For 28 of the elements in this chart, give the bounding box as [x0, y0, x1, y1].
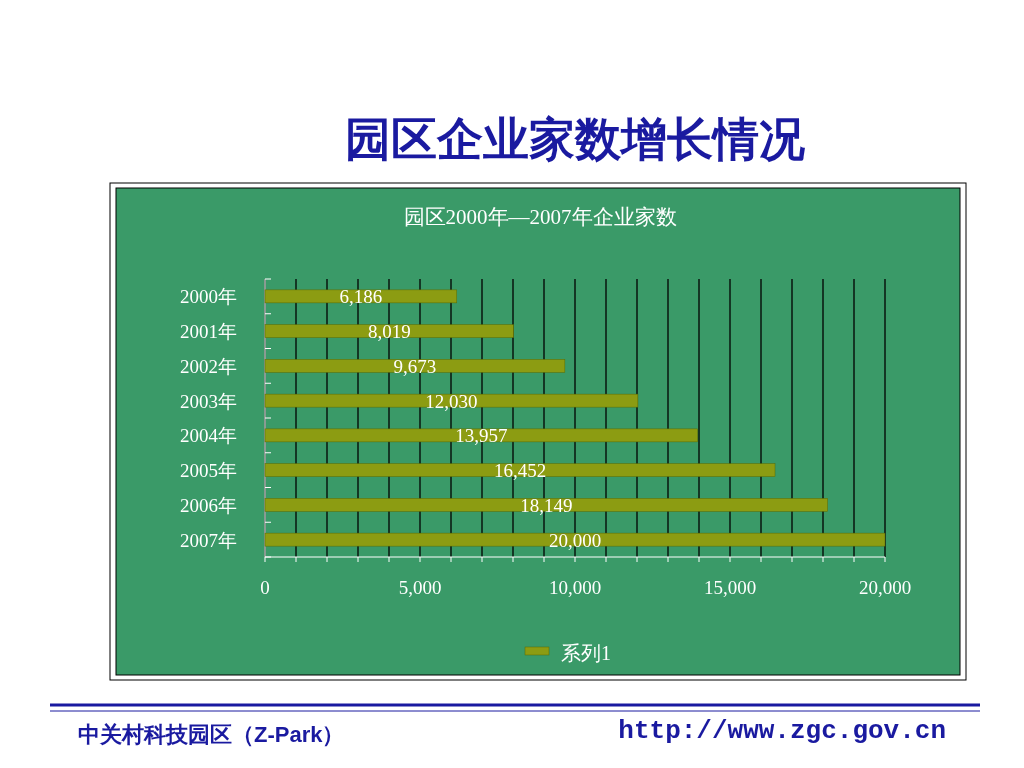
y-tick-label: 2004年: [180, 425, 237, 447]
y-tick-label: 2003年: [180, 390, 237, 412]
x-tick-label: 5,000: [398, 577, 442, 598]
data-label: 20,000: [548, 529, 602, 551]
x-tick-label: 10,000: [548, 577, 602, 598]
y-tick-label: 2000年: [180, 286, 237, 308]
y-tick-label: 2002年: [180, 355, 237, 377]
chart-subtitle: 园区2000年—2007年企业家数: [403, 205, 677, 229]
data-label: 13,957: [455, 425, 508, 447]
data-label: 16,452: [493, 460, 547, 482]
text: http://www.zgc.gov.cn: [618, 716, 946, 746]
y-tick-label: 2007年: [180, 529, 237, 551]
y-tick-label: 2006年: [180, 494, 237, 516]
text: 中关村科技园区（Z-Park）: [78, 722, 345, 747]
chart-title: 园区企业家数增长情况: [345, 113, 805, 165]
data-label: 18,149: [520, 494, 573, 516]
x-tick-label: 15,000: [703, 577, 757, 598]
legend-label: 系列1: [561, 642, 611, 664]
y-tick-label: 2001年: [180, 321, 237, 343]
bar: [264, 289, 458, 304]
bar: [264, 428, 698, 443]
data-label: 8,019: [367, 321, 411, 343]
data-label: 12,030: [425, 390, 478, 412]
data-label: 9,673: [393, 355, 437, 377]
x-tick-label: 0: [260, 577, 270, 598]
data-label: 6,186: [339, 286, 383, 308]
y-tick-label: 2005年: [180, 460, 237, 482]
x-tick-label: 20,000: [858, 577, 912, 598]
